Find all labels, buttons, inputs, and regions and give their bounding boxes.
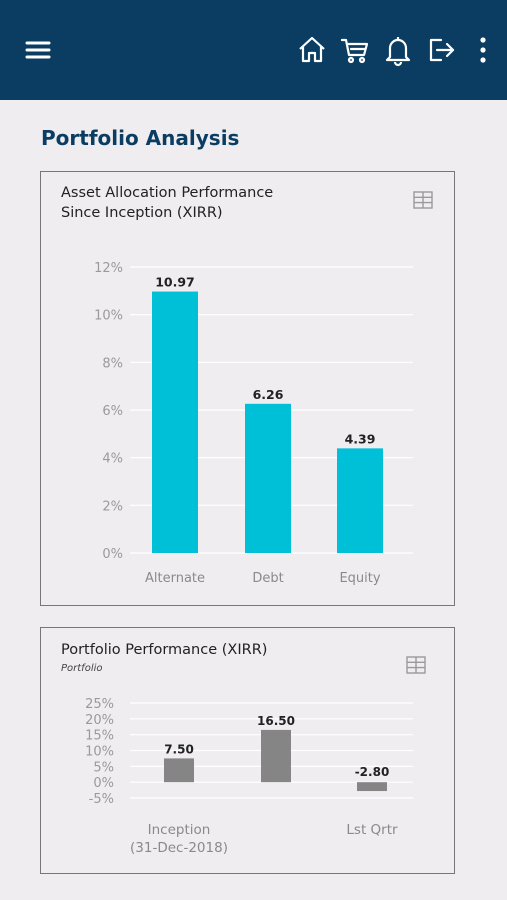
bar: [357, 782, 387, 792]
asset-allocation-chart: 0% 2% 4% 6% 8% 10% 12% 10.97 6.26 4.39 Alternate De…: [94, 261, 413, 586]
data-label: -2.80: [355, 765, 390, 779]
table-view-icon[interactable]: [406, 656, 426, 674]
home-icon[interactable]: [295, 33, 329, 67]
asset-card-title: Asset Allocation Performance Since Incep…: [61, 183, 273, 223]
y-tick-label: 4%: [102, 452, 123, 467]
y-tick-label: 25%: [85, 697, 114, 712]
cart-icon[interactable]: [338, 33, 372, 67]
y-tick-label: 6%: [102, 404, 123, 419]
bar: [245, 403, 291, 553]
x-category-label: Lst Qrtr: [346, 822, 398, 838]
bar: [152, 291, 198, 553]
data-label: 10.97: [155, 275, 195, 290]
menu-icon[interactable]: [21, 33, 55, 67]
bar: [164, 758, 194, 783]
data-label: 4.39: [345, 431, 376, 446]
portfolio-card-subtitle: Portfolio: [61, 663, 103, 674]
more-vertical-icon[interactable]: [466, 33, 500, 67]
y-tick-label: 0%: [93, 776, 114, 791]
app-header: [0, 0, 507, 100]
bell-icon[interactable]: [381, 33, 415, 67]
y-tick-label: 2%: [102, 499, 123, 514]
bar: [261, 729, 291, 783]
portfolio-performance-card: Portfolio Performance (XIRR) Portfolio -…: [40, 627, 455, 874]
portfolio-card-title: Portfolio Performance (XIRR): [61, 642, 268, 658]
page-title: Portfolio Analysis: [41, 126, 240, 150]
x-category-label: (31-Dec-2018): [130, 840, 228, 856]
table-view-icon[interactable]: [413, 191, 433, 209]
y-tick-label: 10%: [94, 309, 123, 324]
x-category-label: Inception: [148, 822, 211, 838]
y-tick-label: 20%: [85, 713, 114, 728]
asset-card-title-line1: Asset Allocation Performance: [61, 185, 274, 201]
bar: [337, 448, 383, 553]
asset-allocation-card: Asset Allocation Performance Since Incep…: [40, 171, 455, 606]
asset-card-title-line2: Since Inception (XIRR): [61, 205, 223, 221]
data-label: 7.50: [164, 742, 194, 756]
data-label: 6.26: [253, 387, 284, 402]
x-category-label: Equity: [339, 571, 380, 586]
y-tick-label: 10%: [85, 745, 114, 760]
x-category-label: Alternate: [145, 571, 205, 586]
x-category-label: Debt: [252, 571, 283, 586]
portfolio-performance-chart: -5%0%5%10%15%20%25% 7.50 16.50 -2.80 Incepti…: [85, 697, 413, 856]
data-label: 16.50: [257, 714, 295, 728]
y-tick-label: 0%: [102, 547, 123, 562]
y-tick-label: 12%: [94, 261, 123, 276]
y-tick-label: 8%: [102, 356, 123, 371]
y-tick-label: 15%: [85, 729, 114, 744]
y-tick-label: 5%: [93, 760, 114, 775]
logout-icon[interactable]: [424, 33, 458, 67]
y-tick-label: -5%: [89, 792, 114, 807]
